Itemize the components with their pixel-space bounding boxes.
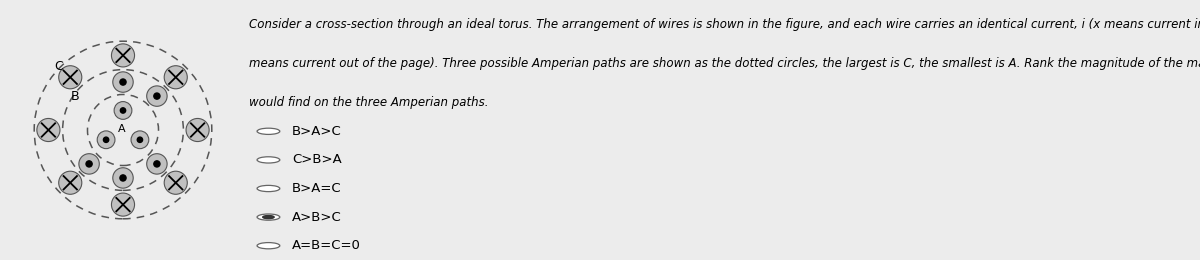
Text: C>B>A: C>B>A: [292, 153, 342, 166]
Circle shape: [120, 175, 126, 181]
Circle shape: [186, 119, 209, 141]
Circle shape: [37, 119, 60, 141]
Circle shape: [146, 86, 167, 106]
Circle shape: [86, 161, 92, 167]
Circle shape: [131, 131, 149, 149]
Text: Consider a cross-section through an ideal torus. The arrangement of wires is sho: Consider a cross-section through an idea…: [250, 18, 1200, 31]
Circle shape: [164, 171, 187, 194]
Circle shape: [257, 243, 280, 249]
Text: A>B>C: A>B>C: [292, 211, 342, 224]
Text: C: C: [55, 60, 64, 73]
Circle shape: [154, 161, 160, 167]
Circle shape: [112, 193, 134, 216]
Circle shape: [137, 137, 143, 142]
Circle shape: [59, 66, 82, 89]
Text: B>A>C: B>A>C: [292, 125, 342, 138]
Text: B>A=C: B>A=C: [292, 182, 342, 195]
Circle shape: [113, 72, 133, 92]
Circle shape: [79, 154, 100, 174]
Circle shape: [164, 66, 187, 89]
Text: means current out of the page). Three possible Amperian paths are shown as the d: means current out of the page). Three po…: [250, 57, 1200, 70]
Text: A=B=C=0: A=B=C=0: [292, 239, 361, 252]
Circle shape: [97, 131, 115, 149]
Text: A: A: [118, 124, 125, 134]
Circle shape: [112, 44, 134, 67]
Circle shape: [114, 102, 132, 119]
Circle shape: [146, 154, 167, 174]
Text: B: B: [71, 90, 79, 103]
Circle shape: [263, 216, 274, 219]
Circle shape: [59, 171, 82, 194]
Circle shape: [154, 93, 160, 99]
Circle shape: [113, 168, 133, 188]
Text: would find on the three Amperian paths.: would find on the three Amperian paths.: [250, 96, 488, 109]
Circle shape: [257, 128, 280, 134]
Circle shape: [120, 79, 126, 85]
Circle shape: [257, 185, 280, 192]
Circle shape: [120, 108, 126, 113]
Circle shape: [257, 157, 280, 163]
Circle shape: [103, 137, 109, 142]
Circle shape: [257, 214, 280, 220]
